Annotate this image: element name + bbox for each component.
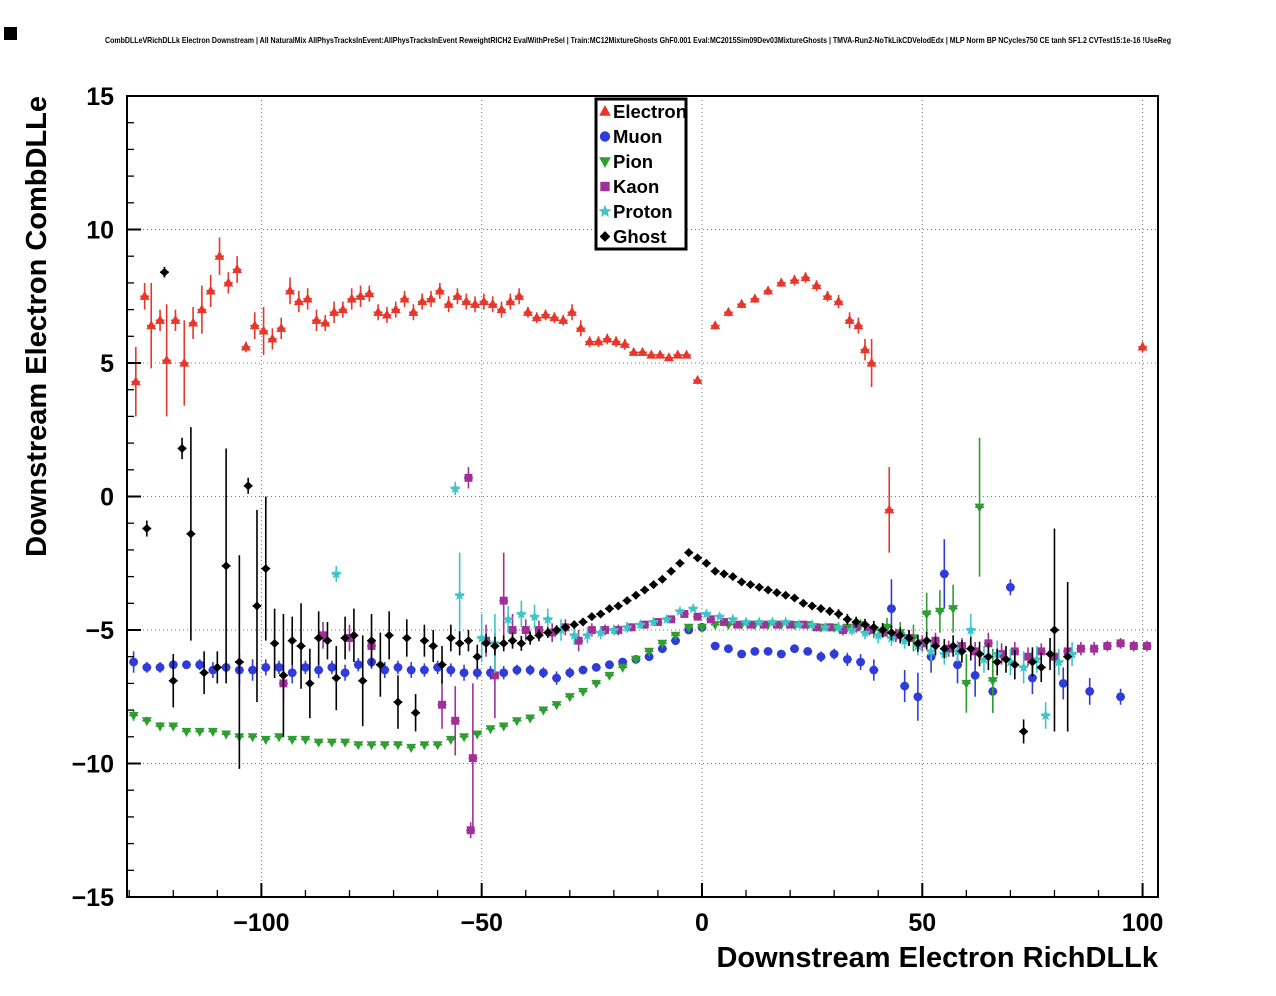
legend-box — [594, 97, 688, 251]
y-tick-label: 10 — [86, 217, 114, 245]
y-tick-label: −10 — [72, 751, 114, 779]
legend-label: Ghost — [613, 226, 666, 247]
chart-layer: −100 −50 0 50 100−15−10−5051015ElectronMuonP… — [72, 83, 1164, 937]
series-proton — [330, 481, 1078, 729]
legend: Electron Muon Pion Kaon Proton Ghost — [594, 97, 688, 251]
x-tick-label: 100 — [1122, 909, 1164, 937]
legend-label: Kaon — [613, 176, 659, 197]
legend-label: Electron — [613, 101, 687, 122]
y-tick-label: 5 — [100, 350, 114, 378]
y-tick-label: −5 — [85, 617, 114, 645]
x-tick-label: 50 — [908, 909, 936, 937]
legend-label: Muon — [613, 126, 662, 147]
legend-entry-muon: Muon — [599, 126, 662, 147]
y-tick-label: −15 — [72, 884, 115, 912]
x-tick-label: −100 — [233, 909, 289, 937]
x-tick-label: 0 — [695, 909, 709, 937]
y-tick-label: 15 — [86, 83, 114, 111]
x-tick-label: −50 — [460, 909, 502, 937]
legend-label: Proton — [613, 201, 673, 222]
y-tick-label: 0 — [100, 484, 114, 512]
plot-header: CombDLLeVRichDLLk Electron Downstream | … — [105, 36, 1171, 45]
legend-entry-proton: Proton — [598, 201, 673, 222]
legend-entry-electron: Electron — [599, 101, 687, 122]
axis-ticks — [127, 95, 1144, 898]
series-electron — [130, 237, 1148, 553]
corner-marker — [4, 27, 17, 40]
legend-entry-pion: Pion — [599, 151, 653, 172]
legend-label: Pion — [613, 151, 653, 172]
series-ghost — [142, 266, 1073, 769]
legend-entry-kaon: Kaon — [600, 176, 659, 197]
y-axis-title: Downstream Electron CombDLLe — [21, 96, 53, 557]
gridlines — [127, 95, 1158, 898]
legend-entry-ghost: Ghost — [599, 226, 666, 247]
x-axis-title: Downstream Electron RichDLLk — [716, 942, 1158, 974]
